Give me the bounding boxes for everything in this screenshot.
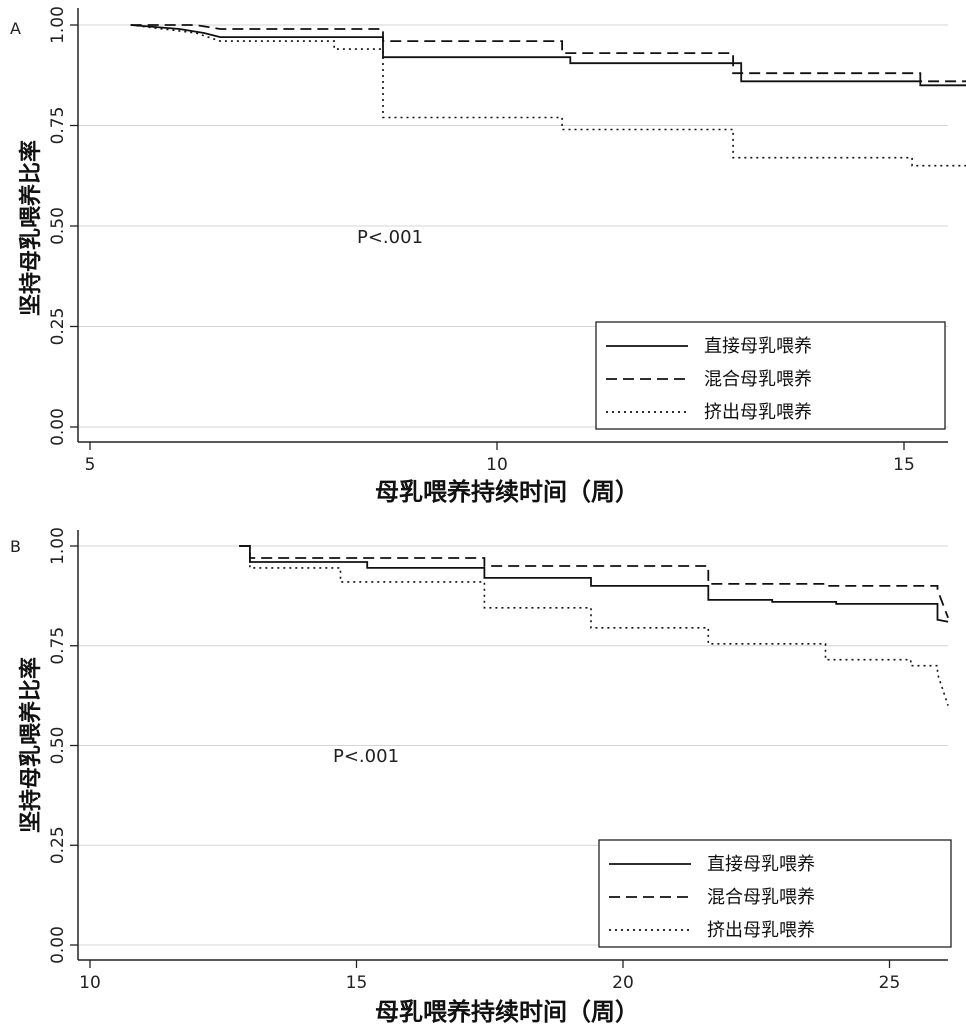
series-line-solid xyxy=(130,24,966,87)
x-tick-label: 5 xyxy=(85,455,96,475)
panel-b-p-value: P<.001 xyxy=(333,746,399,767)
y-tick-label: 0.25 xyxy=(48,826,68,864)
panel-b-series xyxy=(239,545,949,706)
y-tick-label: 1.00 xyxy=(48,527,68,565)
panel-a-p-value: P<.001 xyxy=(357,227,423,248)
legend-label: 混合母乳喂养 xyxy=(707,887,815,908)
y-tick-label: 0.00 xyxy=(48,926,68,964)
panel-a-y-ticks: 0.00 0.25 0.50 0.75 1.00 xyxy=(48,6,78,446)
legend-label: 直接母乳喂养 xyxy=(707,854,815,875)
panel-b-x-ticks: 10 15 20 25 xyxy=(79,960,900,993)
panel-a-series xyxy=(130,24,966,167)
x-tick-label: 15 xyxy=(346,973,368,993)
panel-a-x-axis-label: 母乳喂养持续时间（周） xyxy=(375,478,639,506)
panel-b-letter: B xyxy=(10,537,21,556)
series-line-dashed xyxy=(130,24,966,83)
panel-b-y-ticks: 0.00 0.25 0.50 0.75 1.00 xyxy=(48,527,78,964)
panel-b-x-axis-label: 母乳喂养持续时间（周） xyxy=(375,998,639,1026)
x-tick-label: 25 xyxy=(879,973,901,993)
y-tick-label: 0.25 xyxy=(48,308,68,346)
series-line-dashed xyxy=(239,545,949,619)
y-tick-label: 0.50 xyxy=(48,207,68,245)
panel-b: B 0.00 0.25 0.50 0.75 1.00 10 15 20 25 坚持母乳喂养比率… xyxy=(10,527,952,1026)
y-tick-label: 0.50 xyxy=(48,727,68,765)
panel-a: A 0.000.250.500.751.00 510152025 坚持母乳喂养比… xyxy=(10,6,966,506)
x-tick-label: 10 xyxy=(486,455,508,475)
legend-label: 挤出母乳喂养 xyxy=(707,920,815,941)
legend-label: 挤出母乳喂养 xyxy=(704,402,812,423)
y-tick-label: 1.00 xyxy=(48,6,68,44)
panel-b-y-axis-label: 坚持母乳喂养比率 xyxy=(18,657,44,833)
y-tick-label: 0.75 xyxy=(48,627,68,665)
y-tick-label: 0.75 xyxy=(48,107,68,145)
panel-a-x-ticks: 510152025 xyxy=(85,442,915,475)
panel-a-letter: A xyxy=(10,19,21,38)
x-tick-label: 15 xyxy=(893,455,915,475)
panel-a-y-axis-label: 坚持母乳喂养比率 xyxy=(18,140,44,316)
legend-label: 直接母乳喂养 xyxy=(704,336,812,357)
x-tick-label: 10 xyxy=(79,973,101,993)
legend-label: 混合母乳喂养 xyxy=(704,369,812,390)
series-line-solid xyxy=(239,545,949,623)
series-line-dotted xyxy=(239,545,949,706)
x-tick-label: 20 xyxy=(612,973,634,993)
y-tick-label: 0.00 xyxy=(48,408,68,446)
